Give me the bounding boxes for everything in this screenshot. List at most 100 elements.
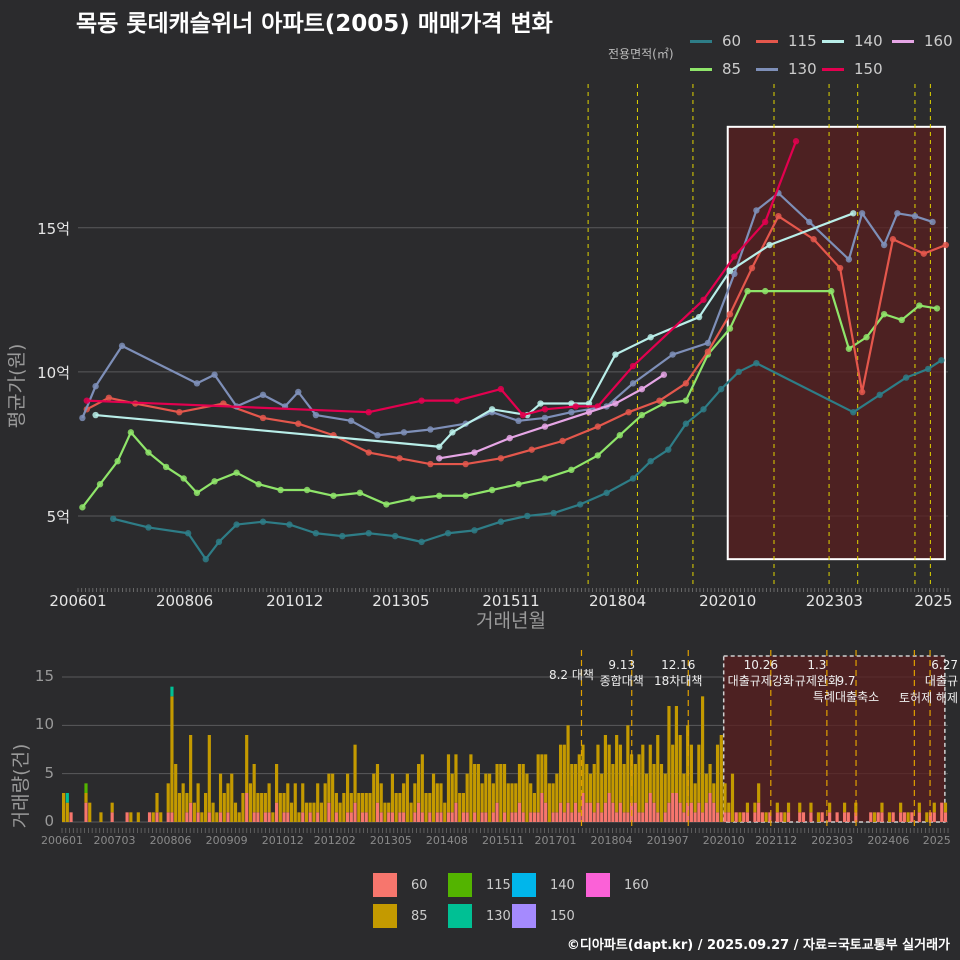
bar-segment-85: [275, 764, 279, 803]
bar-segment-85: [674, 706, 679, 793]
legend-swatch: [756, 39, 778, 43]
bar-segment-60: [734, 812, 738, 822]
bar-segment-85: [615, 735, 619, 813]
bar-segment-60: [757, 802, 761, 822]
data-point-160: [660, 371, 668, 378]
bar-segment-85: [476, 764, 480, 822]
data-point-130: [568, 408, 575, 416]
bar-segment-60: [435, 812, 439, 822]
data-point-85: [356, 489, 364, 497]
bar-segment-85: [816, 812, 821, 822]
bar-segment-85: [405, 773, 409, 822]
bar-segment-85: [252, 764, 256, 813]
bar-segment-85: [65, 802, 69, 822]
bar-segment-60: [226, 812, 230, 822]
series-line-160: [439, 373, 665, 460]
bar-legend-label: 115: [486, 877, 511, 893]
data-point-115: [656, 397, 663, 404]
policy-annotation-line: 규제완화: [794, 674, 839, 688]
bar-segment-85: [435, 783, 439, 813]
bar-segment-60: [536, 812, 540, 822]
bar-segment-60: [316, 812, 320, 822]
bar-segment-85: [461, 793, 466, 813]
bar-segment-60: [917, 812, 921, 822]
legend-swatch: [690, 67, 712, 71]
bar-segment-85: [704, 773, 708, 803]
bar-segment-60: [910, 812, 914, 822]
data-point-150: [418, 397, 425, 404]
bar-segment-85: [443, 802, 447, 822]
data-point-140: [488, 406, 496, 413]
bar-highlight-region: [722, 655, 946, 823]
bar-segment-60: [286, 812, 290, 822]
bar-legend-label: 85: [411, 908, 428, 924]
data-point-140: [449, 429, 456, 436]
bar-segment-85: [446, 754, 451, 813]
data-point-130: [858, 210, 866, 217]
bar-segment-85: [843, 802, 847, 813]
legend-swatch: [822, 67, 844, 71]
data-point-130: [118, 342, 126, 350]
bar-segment-85: [723, 783, 727, 813]
legend-swatch: [892, 39, 914, 43]
policy-annotation: 12.16 18차대책: [618, 658, 738, 689]
bar-segment-85: [678, 735, 682, 803]
bar-segment-85: [502, 764, 507, 813]
bar-segment-85: [809, 802, 813, 813]
data-point-85: [193, 489, 201, 497]
bar-segment-85: [375, 764, 380, 803]
bar-y-tick-label: 15: [34, 667, 54, 685]
data-point-85: [180, 475, 187, 482]
bar-legend-swatch: [512, 873, 536, 897]
bar-segment-85: [88, 802, 92, 822]
bar-segment-60: [801, 812, 806, 822]
bar-segment-85: [465, 773, 469, 813]
bar-segment-85: [319, 802, 324, 822]
bar-segment-85: [312, 802, 316, 822]
data-point-140: [695, 313, 703, 321]
data-point-60: [603, 489, 610, 497]
bar-segment-85: [170, 696, 174, 813]
bar-segment-85: [62, 793, 66, 822]
bar-segment-60: [768, 812, 772, 822]
data-point-115: [775, 212, 782, 220]
data-point-115: [427, 460, 434, 468]
bar-segment-85: [450, 773, 454, 813]
policy-annotation: 9.7 특례대출축소: [786, 674, 906, 705]
x-tick-label: 202303: [805, 592, 863, 610]
bar-segment-85: [245, 735, 249, 793]
data-point-85: [616, 432, 624, 439]
bar-segment-85: [880, 802, 884, 813]
data-point-60: [753, 359, 760, 367]
bar-segment-60: [327, 802, 331, 822]
bar-legend-label: 160: [624, 877, 649, 893]
data-point-85: [303, 486, 311, 494]
bar-segment-60: [846, 812, 850, 822]
bar-segment-60: [551, 812, 555, 822]
bar-segment-85: [390, 773, 395, 813]
data-point-160: [436, 455, 443, 462]
data-point-60: [233, 521, 240, 528]
legend-swatch: [756, 67, 778, 71]
bar-segment-85: [233, 802, 238, 822]
data-point-60: [391, 532, 399, 540]
data-point-130: [753, 207, 760, 214]
data-point-85: [568, 466, 575, 474]
bar-segment-60: [555, 812, 559, 822]
policy-annotation-line: 특례대출축소: [812, 690, 880, 704]
bar-segment-85: [417, 764, 421, 803]
bar-segment-60: [891, 812, 895, 822]
data-point-150: [365, 408, 372, 416]
y-tick-label: 5억: [46, 507, 70, 526]
bar-segment-85: [488, 773, 492, 822]
data-point-130: [541, 414, 549, 422]
bar-segment-85: [596, 744, 600, 803]
legend-item-160: 160: [892, 32, 953, 50]
bar-segment-85: [308, 802, 312, 813]
bar-segment-60: [566, 802, 570, 822]
bar-segment-85: [342, 793, 346, 822]
data-point-140: [766, 241, 773, 249]
data-point-85: [898, 316, 905, 324]
data-point-60: [938, 357, 945, 364]
bar-segment-85: [263, 793, 267, 813]
